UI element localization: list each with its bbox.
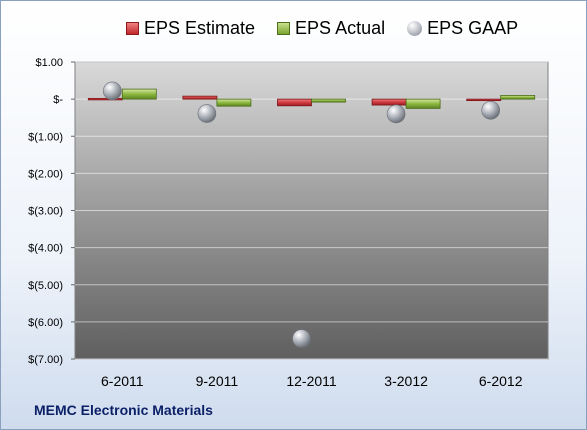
bar-eps-estimate [466,98,502,102]
bar-eps-estimate [182,95,218,100]
bar-eps-estimate [371,98,407,106]
y-tick-label: $(1.00) [28,131,63,143]
legend-label-gaap: EPS GAAP [427,17,519,38]
x-tick-label: 9-2011 [196,373,239,389]
legend-label-actual: EPS Actual [295,17,386,38]
marker-eps-gaap [481,100,501,120]
bar-eps-estimate [277,98,312,107]
legend-swatch-actual [277,21,291,35]
marker-eps-gaap [103,81,122,101]
legend-swatch-gaap [407,20,423,36]
chart-legend: EPS Estimate EPS Actual EPS GAAP [126,14,518,42]
bar-eps-actual [500,95,536,100]
x-tick-label: 12-2011 [286,373,337,389]
bar-eps-actual [405,98,441,109]
marker-eps-gaap [197,104,217,123]
legend-item-estimate: EPS Estimate [126,18,255,39]
legend-swatch-estimate [126,21,139,35]
y-tick-label: $(5.00) [28,280,63,292]
y-tick-label: $(7.00) [28,354,63,366]
marker-eps-gaap [292,329,311,348]
y-tick-label: $(6.00) [28,317,63,329]
legend-label-estimate: EPS Estimate [144,17,256,38]
x-tick-label: 6-2011 [101,373,144,389]
y-tick-label: $- [53,94,63,106]
bar-eps-actual [216,98,252,107]
x-tick-label: 3-2012 [384,373,428,389]
marker-eps-gaap [386,104,406,124]
y-tick-label: $(4.00) [28,243,63,255]
y-tick-label: $1.00 [35,57,63,69]
legend-item-actual: EPS Actual [277,18,385,39]
company-caption: MEMC Electronic Materials [34,402,213,418]
y-tick-label: $(3.00) [28,206,63,218]
x-tick-label: 6-2012 [479,373,523,389]
legend-item-gaap: EPS GAAP [407,18,518,39]
bar-eps-actual [311,98,346,103]
bar-eps-actual [121,88,157,100]
y-tick-label: $(2.00) [28,168,63,180]
